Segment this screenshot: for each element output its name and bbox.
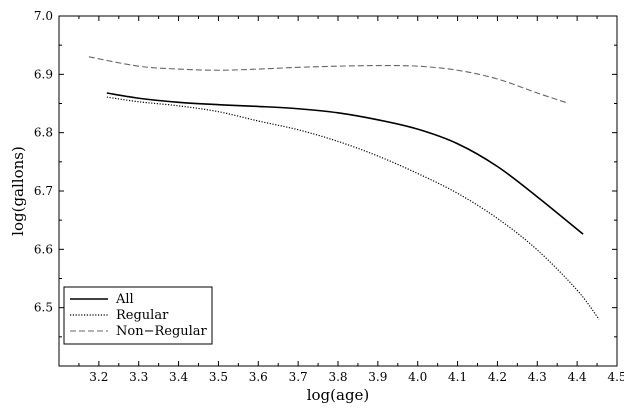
x-tick-label: 4.4 <box>568 370 587 384</box>
legend-box <box>63 286 213 345</box>
y-axis-ticks: 6.5 6.6 6.7 6.8 6.9 7.0 <box>34 9 617 338</box>
series-line-2 <box>88 56 568 104</box>
y-tick-label: 7.0 <box>34 9 53 23</box>
y-tick-label: 6.6 <box>34 242 53 256</box>
series-line-1 <box>106 96 600 320</box>
x-tick-label: 4.5 <box>607 370 624 384</box>
x-tick-label: 3.6 <box>249 370 268 384</box>
x-tick-label: 3.7 <box>289 370 308 384</box>
x-tick-label: 3.9 <box>368 370 387 384</box>
x-tick-label: 3.4 <box>169 370 188 384</box>
legend-label-non-regular: Non−Regular <box>116 324 208 339</box>
x-tick-label: 4.0 <box>408 370 427 384</box>
legend: All Regular Non−Regular <box>63 286 213 345</box>
x-axis-ticks: 3.2 3.3 3.4 3.5 3.6 3.7 3.8 3.9 4.0 4.1 4.2 4.3 4.4 4… <box>78 16 624 384</box>
series-lines <box>88 56 600 320</box>
x-tick-label: 4.3 <box>528 370 547 384</box>
legend-label-regular: Regular <box>116 308 169 323</box>
x-tick-label: 4.2 <box>488 370 507 384</box>
y-axis-label: log(gallons) <box>9 146 27 236</box>
x-tick-label: 4.1 <box>448 370 467 384</box>
y-tick-label: 6.9 <box>34 67 53 81</box>
legend-label-all: All <box>115 292 134 307</box>
y-tick-label: 6.5 <box>34 301 53 315</box>
x-tick-label: 3.2 <box>89 370 108 384</box>
y-tick-label: 6.7 <box>34 184 53 198</box>
x-tick-label: 3.8 <box>328 370 347 384</box>
x-tick-label: 3.3 <box>129 370 148 384</box>
series-line-0 <box>106 92 584 235</box>
y-tick-label: 6.8 <box>34 126 53 140</box>
x-axis-label: log(age) <box>307 386 370 404</box>
x-tick-label: 3.5 <box>209 370 228 384</box>
